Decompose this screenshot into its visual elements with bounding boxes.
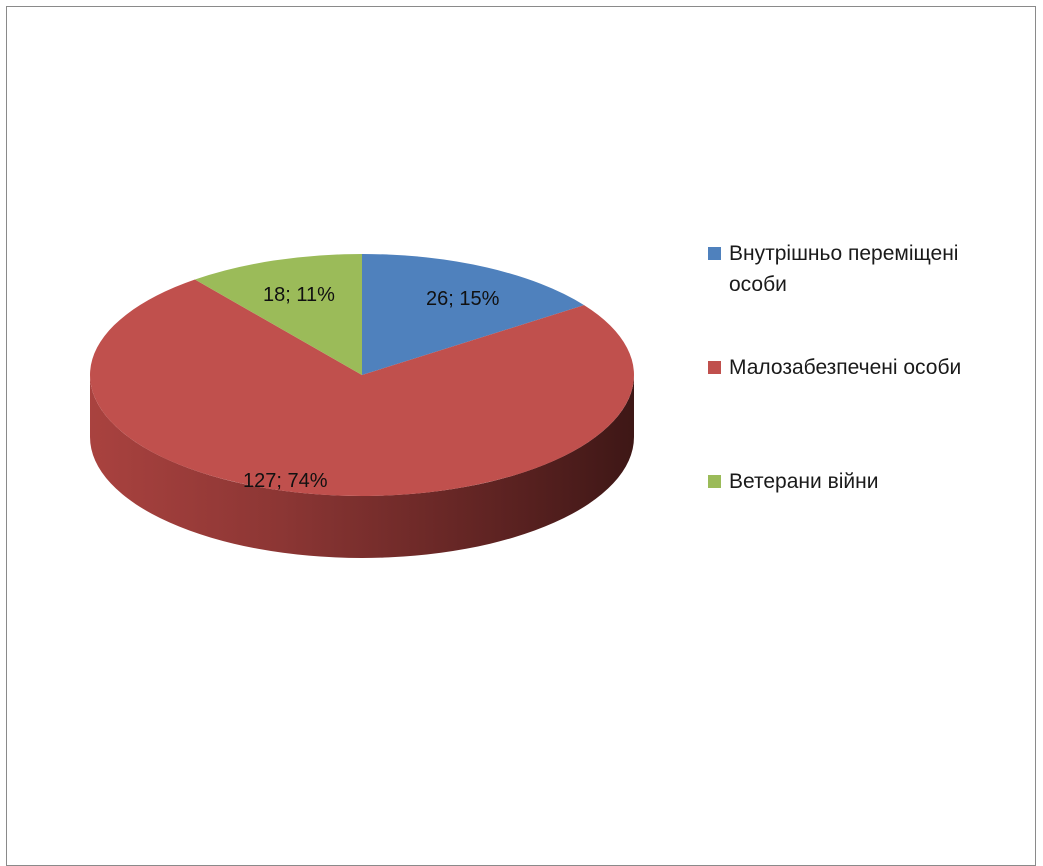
legend-swatch-veterans (708, 475, 721, 488)
pie-slice-low-income (90, 279, 634, 497)
legend-swatch-ipp (708, 247, 721, 260)
legend-label-ipp: Внутрішньо переміщені особи (729, 242, 959, 296)
pie-slice-ipp (362, 254, 585, 375)
pie-side-low-income (90, 375, 634, 558)
legend-label-low-income: Малозабезпечені особи (729, 356, 962, 379)
pie-labels: 26; 15% 127; 74% 18; 11% (243, 284, 500, 492)
pie-slices (90, 254, 634, 497)
data-label-veterans: 18; 11% (263, 284, 335, 306)
pie-sides (90, 375, 634, 558)
legend-item-veterans: Ветерани війни (708, 466, 1019, 497)
legend-item-low-income: Малозабезпечені особи (708, 352, 1019, 383)
legend-item-ipp: Внутрішньо переміщені особи (708, 238, 1019, 300)
legend-label-veterans: Ветерани війни (729, 470, 879, 493)
legend-swatch-low-income (708, 361, 721, 374)
data-label-low-income: 127; 74% (243, 470, 328, 492)
pie-slice-veterans (194, 254, 362, 375)
data-label-ipp: 26; 15% (426, 288, 500, 310)
